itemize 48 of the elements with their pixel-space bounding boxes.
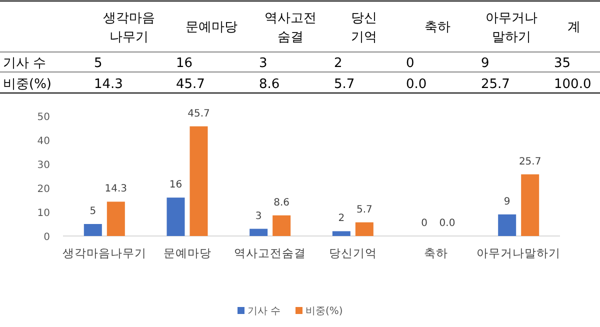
legend-label: 비중(%)	[306, 306, 343, 317]
x-tick-label: 당신기억	[328, 246, 377, 260]
text: 기사 수	[3, 56, 46, 71]
data-label: 5.7	[334, 77, 355, 92]
y-tick-label: 50	[37, 112, 50, 123]
text: 비중(%)	[3, 77, 52, 92]
y-tick-label: 40	[37, 136, 50, 147]
bar	[521, 174, 540, 236]
bar	[190, 126, 208, 236]
x-tick-label: 아무거나말하기	[476, 246, 561, 260]
data-label: 8.6	[259, 77, 280, 92]
data-label: 3	[259, 56, 268, 71]
plot: 0 10 20 30 40 50 5 16 3 2 0 9 14.3 45.7 8.6 5.7 0.0 25.7 생각마음나무기 문예마당 역사고전숨결 당신기억 축하 아무거나말하기	[37, 108, 561, 260]
bar	[166, 198, 185, 236]
x-tick-label: 역사고전숨결	[234, 246, 306, 260]
text: 계	[568, 20, 580, 35]
x-tick-label: 생각마음나무기	[62, 246, 146, 260]
data-label: 14.3	[94, 77, 123, 92]
y-tick-label: 10	[37, 208, 50, 219]
y-tick-label: 20	[37, 184, 50, 195]
data-label: 2	[334, 56, 342, 71]
bar	[272, 215, 291, 236]
bar	[355, 222, 374, 236]
data-label: 0	[406, 56, 414, 71]
data-label: 16	[176, 56, 193, 71]
data-label: 9	[481, 56, 490, 71]
text: 아무거나 말하기	[486, 11, 538, 45]
text: 문예마당	[186, 20, 238, 35]
y-tick-label: 30	[37, 160, 50, 171]
legend-label: 기사 수	[248, 306, 281, 317]
text: 역사고전 숨결	[264, 11, 316, 45]
text: 당신 기억	[351, 11, 377, 45]
text: 생각마음 나무기	[103, 11, 155, 45]
text: 축하	[424, 20, 450, 35]
text: 100.0	[554, 77, 592, 92]
bar	[84, 224, 102, 236]
data-label: 45.7	[176, 77, 205, 92]
bar	[332, 231, 350, 236]
bar	[498, 214, 516, 236]
data-label: 0.0	[406, 77, 427, 92]
bar	[106, 202, 125, 236]
x-tick-label: 문예마당	[163, 246, 212, 260]
text: 35	[554, 56, 571, 71]
y-tick-label: 0	[44, 232, 50, 243]
data-label: 5	[94, 56, 102, 71]
bar	[250, 228, 268, 236]
x-tick-label: 축하	[424, 246, 448, 260]
data-label: 25.7	[481, 77, 510, 92]
